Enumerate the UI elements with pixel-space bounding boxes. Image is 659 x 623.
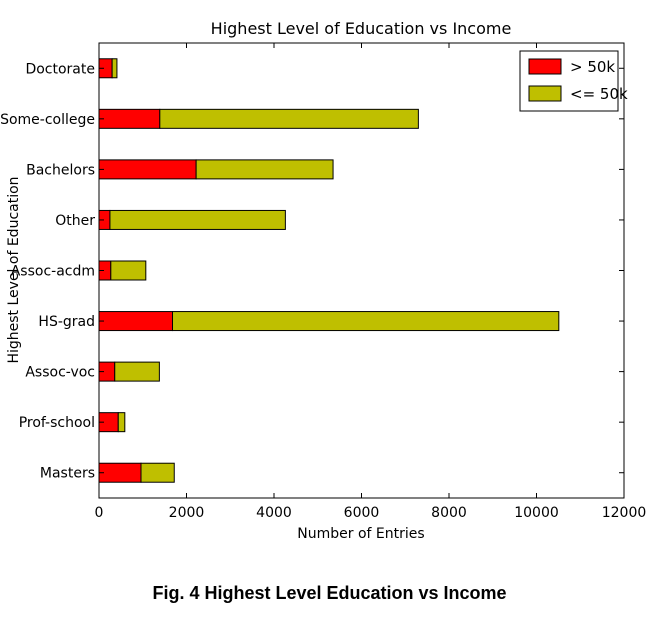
x-axis: 0 2000 4000 6000 8000 10000 12000 [95, 43, 647, 521]
legend: > 50k <= 50k [519, 50, 628, 112]
x-tick-label: 6000 [344, 505, 380, 521]
bar-under-50k [110, 260, 147, 281]
bar-under-50k [140, 462, 175, 483]
bar-over-50k [98, 462, 142, 483]
x-tick-label: 0 [95, 505, 104, 521]
x-tick-label: 4000 [256, 505, 292, 521]
legend-label-under-50k: <= 50k [570, 85, 628, 103]
x-tick-label: 2000 [169, 505, 205, 521]
y-tick-label: Some-college [0, 112, 95, 128]
y-tick-label: Masters [40, 466, 95, 482]
bar-under-50k [172, 311, 560, 332]
legend-swatch-over-50k [528, 58, 562, 75]
bar-over-50k [98, 159, 197, 180]
y-axis-label: Highest Level of Education [6, 176, 22, 363]
bar-under-50k [195, 159, 334, 180]
x-tick-label: 12000 [602, 505, 647, 521]
bars-layer [98, 58, 560, 483]
bar-under-50k [114, 361, 160, 382]
legend-label-over-50k: > 50k [570, 58, 615, 76]
y-tick-label: Bachelors [26, 162, 95, 178]
x-axis-label: Number of Entries [297, 526, 424, 542]
y-tick-label: HS-grad [38, 314, 95, 330]
bar-under-50k [117, 412, 126, 433]
bar-over-50k [98, 108, 161, 129]
bar-over-50k [98, 311, 173, 332]
education-income-chart: Highest Level of Education vs Income Doc… [0, 19, 647, 542]
y-tick-label: Assoc-acdm [11, 264, 95, 280]
y-tick-label: Doctorate [25, 61, 95, 77]
legend-swatch-under-50k [528, 85, 562, 102]
x-tick-label: 10000 [514, 505, 559, 521]
y-axis: Doctorate Some-college Bachelors Other Assoc… [0, 61, 624, 482]
bar-under-50k [109, 209, 286, 230]
chart-title: Highest Level of Education vs Income [211, 19, 512, 38]
y-tick-label: Other [55, 213, 95, 229]
x-tick-label: 8000 [431, 505, 467, 521]
y-tick-label: Assoc-voc [25, 365, 95, 381]
figure-caption: Fig. 4 Highest Level Education vs Income [152, 583, 507, 603]
y-tick-label: Prof-school [19, 415, 95, 431]
bar-under-50k [111, 58, 118, 79]
bar-under-50k [159, 108, 419, 129]
